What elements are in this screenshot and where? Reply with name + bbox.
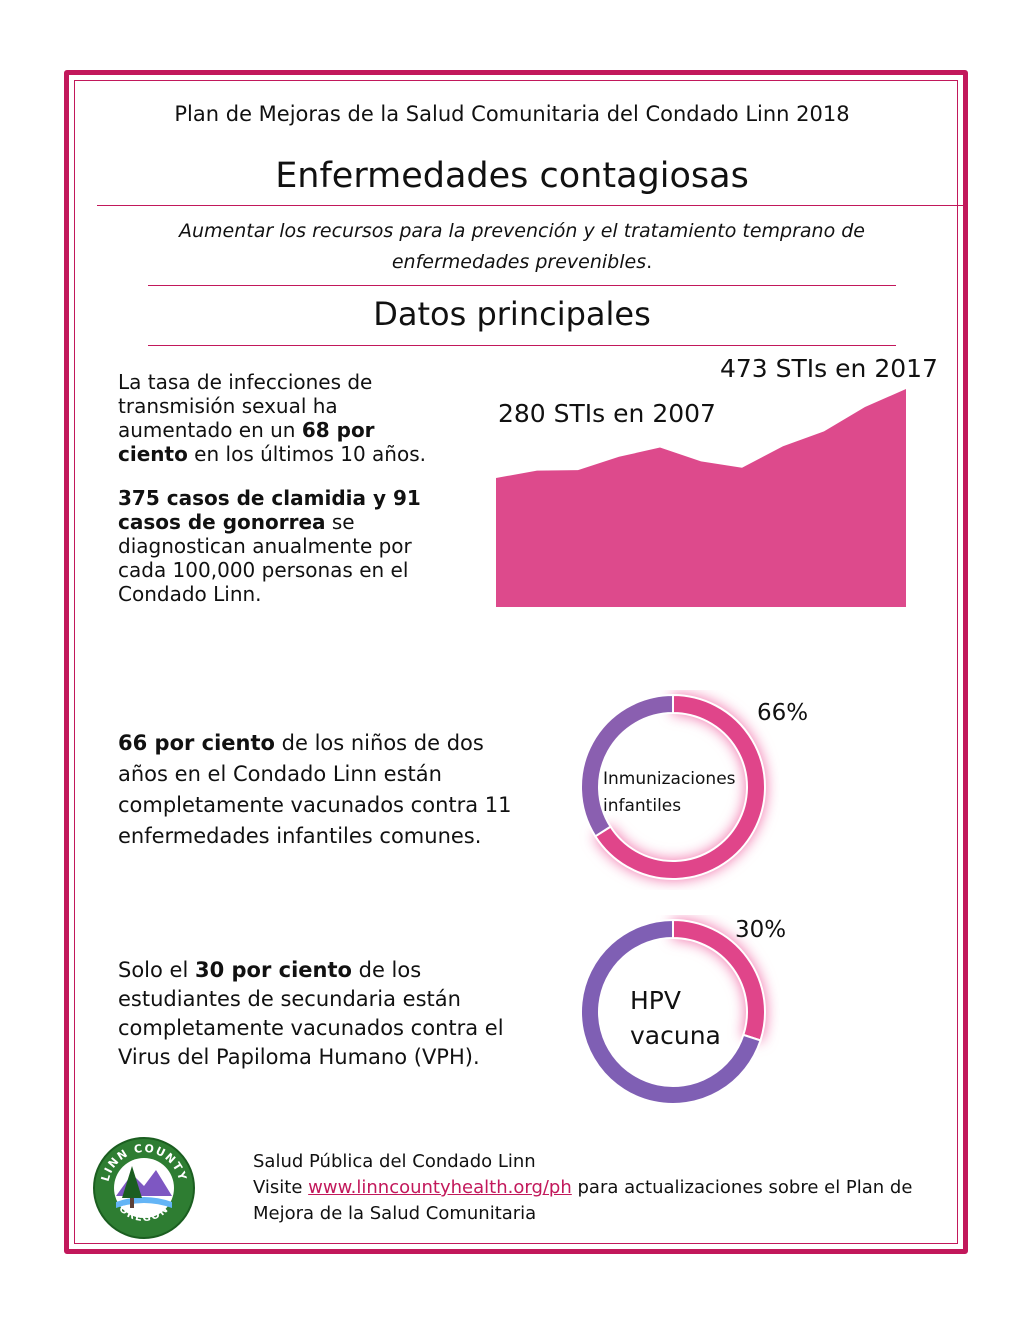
divider — [148, 285, 896, 286]
immunization-donut-label: Inmunizaciones infantiles — [603, 766, 736, 820]
donut-label-line: infantiles — [603, 796, 682, 816]
page-border-inner — [74, 80, 958, 1244]
section-title: Datos principales — [373, 295, 651, 333]
fact-highlight: 30 por ciento — [194, 958, 352, 982]
subtitle-line1: Aumentar los recursos para la prevención… — [179, 220, 865, 242]
fact-text: de los estudiantes de secundaria están c… — [118, 958, 504, 1069]
fact-text: La tasa de infecciones de transmisión se… — [118, 370, 373, 442]
annotation-2007: 280 STIs en 2007 — [498, 399, 716, 428]
immunization-donut-chart — [580, 693, 766, 880]
footer: Salud Pública del Condado Linn Visite ww… — [253, 1149, 943, 1227]
fact-text: se diagnostican anualmente por cada 100,… — [118, 510, 412, 606]
fact-highlight: 375 casos de clamidia y 91 casos de gono… — [118, 486, 421, 534]
fact-hpv-vaccination: Solo el 30 por ciento de los estudiantes… — [118, 956, 538, 1072]
footer-org-name: Salud Pública del Condado Linn — [253, 1151, 536, 1172]
donut-slice-not-vaccinated — [580, 693, 674, 838]
subtitle-line2: enfermedades prevenibles — [391, 251, 647, 273]
footer-visit-text: Visite www.linncountyhealth.org/ph para … — [253, 1175, 943, 1227]
immunization-percent-label: 66% — [757, 700, 809, 726]
divider — [97, 205, 965, 206]
fact-text: de los niños de dos años en el Condado L… — [118, 731, 512, 848]
fact-text: en los últimos 10 años. — [187, 442, 426, 466]
subtitle: Aumentar los recursos para la prevención… — [140, 216, 904, 278]
page-border-outer — [64, 70, 968, 1254]
donut-slice-not-vaccinated — [580, 918, 762, 1105]
hpv-percent-label: 30% — [735, 917, 787, 943]
footer-text: para actualizaciones sobre el Plan de Me… — [253, 1177, 913, 1224]
donut-label-line: Inmunizaciones — [603, 769, 736, 789]
hpv-donut-label: HPV vacuna — [630, 983, 721, 1053]
fact-text: Solo el — [118, 958, 195, 982]
footer-text: Visite — [253, 1177, 309, 1198]
donut-label-line: vacuna — [630, 1021, 721, 1050]
subtitle-period: . — [646, 251, 653, 273]
linn-county-logo: LINN COUNTY OREGON — [93, 1137, 195, 1239]
hpv-donut-chart — [580, 918, 766, 1105]
annotation-2017: 473 STIs en 2017 — [720, 354, 938, 383]
fact-sti-rate: La tasa de infecciones de transmisión se… — [118, 370, 448, 466]
fact-highlight: 66 por ciento — [118, 731, 275, 755]
sti-area-series — [496, 389, 906, 607]
fact-chlamydia-gonorrhea: 375 casos de clamidia y 91 casos de gono… — [118, 486, 448, 606]
page-title: Enfermedades contagiosas — [275, 156, 749, 196]
donut-label-line: HPV — [630, 986, 681, 1015]
website-link[interactable]: www.linncountyhealth.org/ph — [308, 1177, 572, 1198]
fact-child-immunization: 66 por ciento de los niños de dos años e… — [118, 728, 538, 852]
plan-title: Plan de Mejoras de la Salud Comunitaria … — [174, 102, 850, 126]
fact-highlight: 68 por ciento — [118, 418, 375, 466]
divider — [148, 345, 896, 346]
donut-slice-vaccinated — [593, 693, 766, 880]
